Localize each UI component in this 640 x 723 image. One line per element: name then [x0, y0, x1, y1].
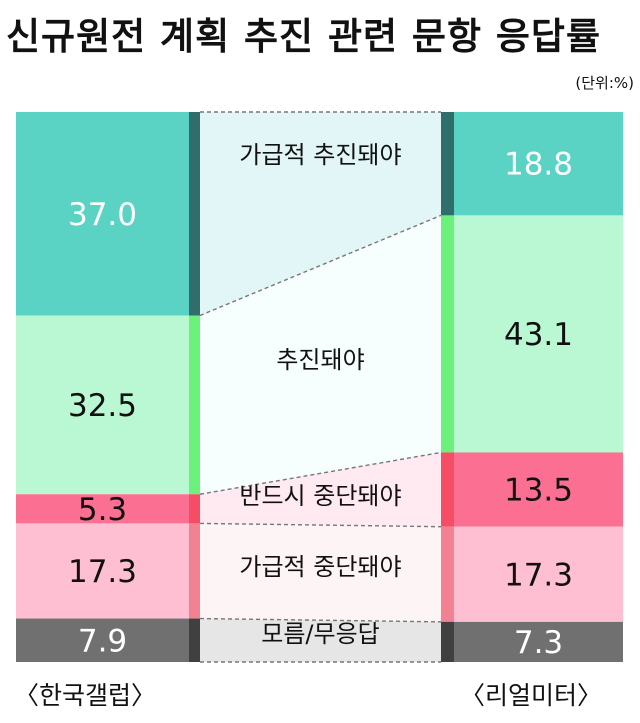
right-bar-stripe	[441, 112, 454, 216]
right-bar-stripe	[441, 621, 454, 662]
connector-divider	[199, 617, 442, 623]
right-bar-stripe	[441, 452, 454, 527]
left-bar-stripe	[189, 618, 200, 662]
right-bar-stripe	[441, 526, 454, 622]
left-bar-stripe	[189, 523, 200, 619]
left-bar-stripe	[189, 112, 200, 316]
connector-band	[200, 112, 441, 316]
right-bar-segment	[454, 621, 623, 662]
right-value-label: 13.5	[504, 473, 573, 509]
right-value-label: 17.3	[504, 557, 573, 593]
right-bar-segment	[454, 526, 623, 622]
category-label: 반드시 중단돼야	[239, 482, 401, 510]
left-bar-segment	[16, 618, 189, 662]
connector-band	[200, 523, 441, 622]
right-bar-segment	[454, 452, 623, 527]
left-value-label: 32.5	[68, 388, 137, 424]
right-bar-stripe	[441, 215, 454, 453]
category-label: 가급적 중단돼야	[239, 553, 401, 581]
right-value-label: 43.1	[504, 317, 573, 353]
left-value-label: 17.3	[68, 554, 137, 590]
left-bar-segment	[16, 494, 189, 524]
left-value-label: 37.0	[68, 197, 137, 233]
left-value-label: 7.9	[78, 623, 127, 659]
left-bar-stripe	[189, 494, 200, 524]
series-label-right: 〈리얼미터〉	[460, 681, 603, 710]
category-label: 모름/무응답	[261, 620, 380, 648]
series-label-left: 〈한국갤럽〉	[14, 681, 157, 710]
left-bar-segment	[16, 523, 189, 619]
left-value-label: 5.3	[78, 492, 127, 528]
left-bar-stripe	[189, 315, 200, 495]
category-label: 추진돼야	[276, 346, 364, 374]
right-bar-segment	[454, 112, 623, 216]
connector-band	[200, 215, 441, 495]
connector-divider	[199, 451, 442, 495]
right-value-label: 7.3	[514, 625, 563, 661]
left-bar-segment	[16, 315, 189, 495]
category-label: 가급적 추진돼야	[239, 141, 401, 169]
connector-band	[200, 618, 441, 662]
right-value-label: 18.8	[504, 147, 573, 183]
right-bar-segment	[454, 215, 623, 453]
chart-title: 신규원전 계획 추진 관련 문항 응답률	[6, 15, 602, 58]
left-bar-segment	[16, 112, 189, 316]
connector-divider	[199, 214, 442, 317]
unit-label: (단위:%)	[575, 74, 634, 92]
connector-divider	[199, 522, 442, 528]
connector-band	[200, 452, 441, 527]
